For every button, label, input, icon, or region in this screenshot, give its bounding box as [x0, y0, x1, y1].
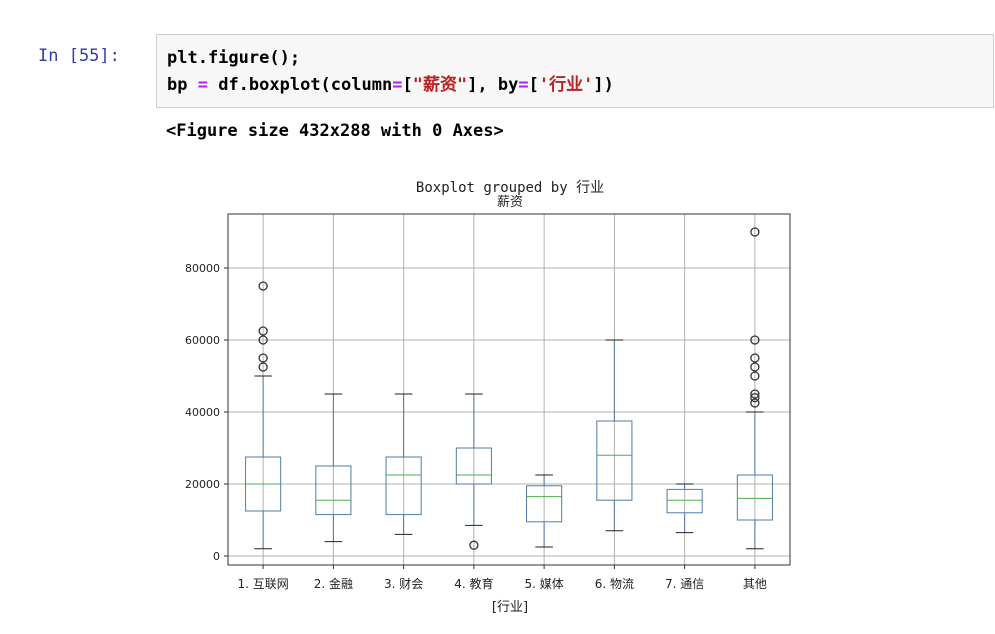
- box-4: [455, 393, 492, 550]
- chart-title: Boxplot grouped by 行业: [416, 180, 604, 196]
- flier-point: [258, 362, 268, 372]
- flier-point: [469, 540, 479, 550]
- flier-point: [750, 398, 760, 408]
- box-body: [385, 456, 422, 516]
- flier-point: [750, 335, 760, 345]
- x-axis-label: [行业]: [492, 600, 528, 615]
- x-tick-label: 6. 物流: [595, 577, 634, 591]
- box-6: [596, 339, 633, 532]
- x-tick-label: 1. 互联网: [237, 577, 288, 591]
- flier-point: [750, 392, 760, 403]
- y-tick-label: 60000: [185, 334, 220, 347]
- box-body: [596, 420, 633, 501]
- flier-point: [750, 353, 760, 363]
- box-3: [385, 393, 422, 535]
- x-tick-label: 2. 金融: [314, 576, 353, 591]
- flier-point: [258, 353, 268, 363]
- y-tick-label: 0: [213, 550, 220, 563]
- code-line-2: bp = df.boxplot(column=["薪资"], by=['行业']…: [167, 75, 614, 95]
- x-tick-label: 4. 教育: [454, 576, 493, 591]
- code-line-1: plt.figure();: [167, 48, 301, 68]
- output-text: <Figure size 432x288 with 0 Axes>: [166, 121, 504, 141]
- flier-point: [258, 326, 268, 336]
- y-tick-label: 20000: [185, 478, 220, 491]
- box-8: [736, 227, 773, 550]
- box-body: [455, 447, 492, 485]
- x-tick-label: 其他: [743, 577, 767, 591]
- code-editor[interactable]: plt.figure(); bp = df.boxplot(column=["薪…: [167, 45, 614, 99]
- box-body: [526, 485, 563, 523]
- flier-point: [750, 227, 760, 237]
- y-tick-label: 40000: [185, 406, 220, 419]
- x-axis: 1. 互联网 2. 金融 3. 财会 4. 教育 5. 媒体 6. 物流 7. 通信 其他: [237, 565, 767, 591]
- box-7: [666, 483, 703, 534]
- y-tick-label: 80000: [185, 262, 220, 275]
- cell-prompt: In [55]:: [38, 46, 120, 66]
- box-1: [245, 281, 282, 550]
- x-tick-label: 5. 媒体: [524, 577, 563, 591]
- code-cell[interactable]: plt.figure(); bp = df.boxplot(column=["薪…: [156, 34, 994, 108]
- box-body: [736, 474, 773, 521]
- flier-point: [750, 389, 760, 399]
- flier-point: [258, 281, 268, 291]
- x-tick-label: 3. 财会: [384, 577, 423, 591]
- box-body: [666, 488, 703, 514]
- flier-point: [258, 335, 268, 345]
- grid-lines: [228, 214, 790, 565]
- flier-point: [750, 362, 760, 372]
- y-axis: 0 20000 40000 60000 80000: [185, 262, 228, 563]
- box-2: [315, 393, 352, 543]
- box-body: [315, 465, 352, 516]
- x-tick-label: 7. 通信: [665, 577, 704, 591]
- plot-frame: [227, 213, 791, 566]
- chart-subtitle: 薪资: [497, 195, 523, 210]
- boxes-group: [245, 227, 773, 550]
- flier-point: [750, 371, 760, 381]
- box-5: [526, 474, 563, 548]
